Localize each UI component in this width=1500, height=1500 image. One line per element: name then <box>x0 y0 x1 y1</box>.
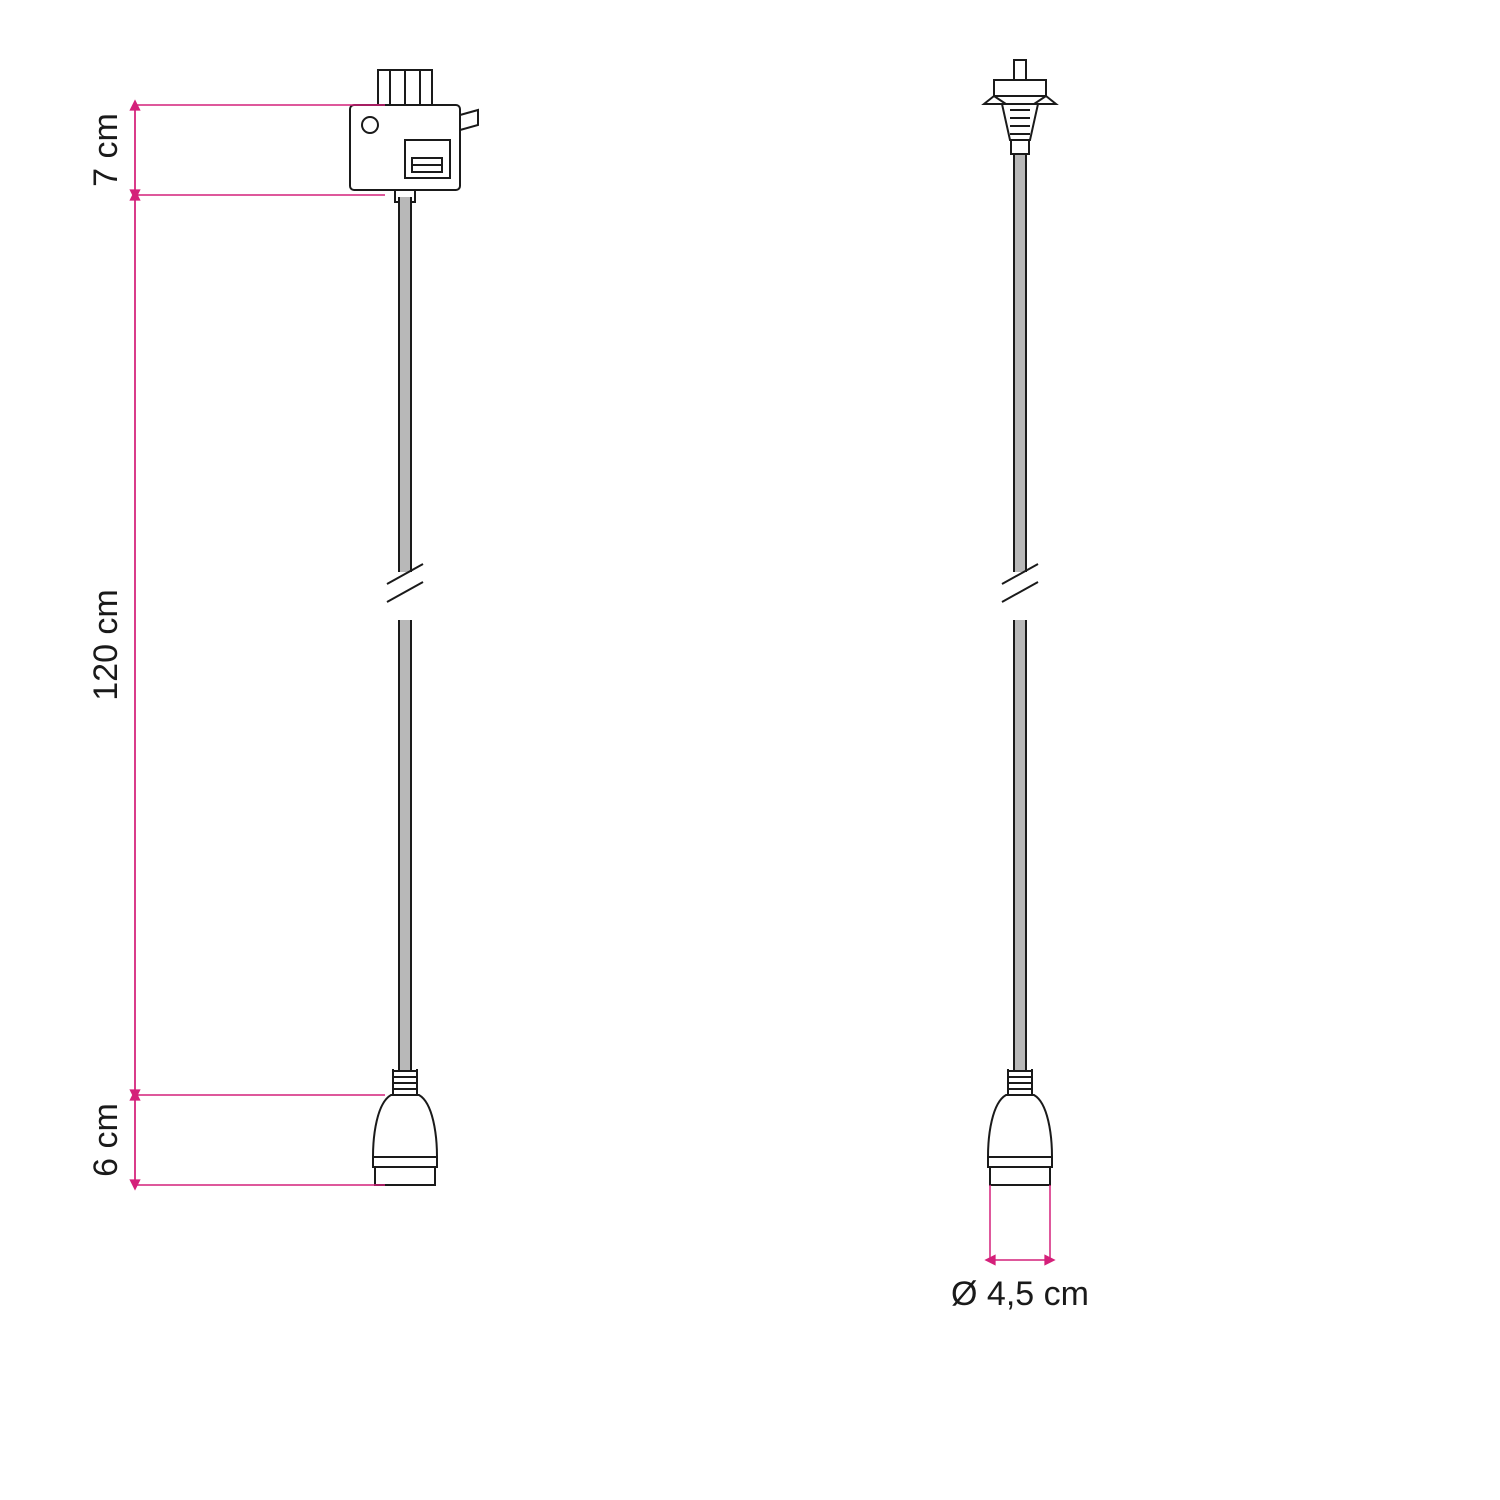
track-adapter-front <box>350 70 478 202</box>
lamp-holder <box>373 1069 437 1185</box>
dim-label-bot: 6 cm <box>87 1103 125 1177</box>
track-adapter-side <box>984 60 1056 154</box>
dim-label-diameter: Ø 4,5 cm <box>951 1275 1089 1313</box>
lamp-holder <box>988 1069 1052 1185</box>
dim-label-mid: 120 cm <box>87 589 125 701</box>
dim-label-top: 7 cm <box>87 113 125 187</box>
